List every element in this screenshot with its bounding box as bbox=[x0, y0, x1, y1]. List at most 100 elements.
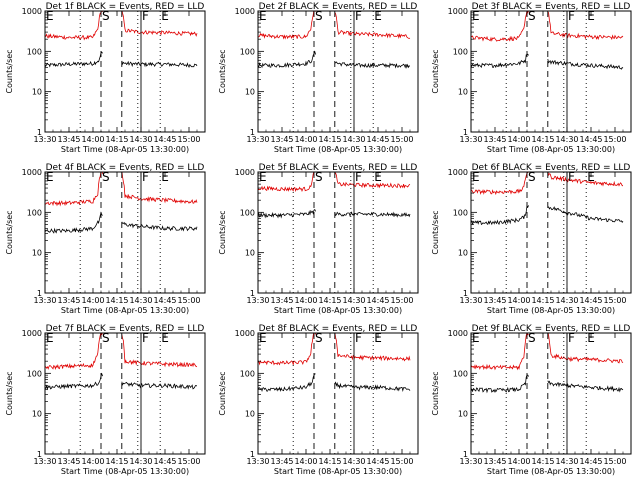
panel-title: Det 8f BLACK = Events, RED = LLD bbox=[259, 324, 418, 334]
y-tick-label: 10 bbox=[32, 249, 42, 258]
x-axis-label: Start Time (08-Apr-05 13:30:00) bbox=[274, 306, 402, 315]
marker-label: S bbox=[528, 331, 536, 345]
lld-series-line bbox=[258, 172, 411, 193]
y-axis-label: Counts/sec bbox=[218, 49, 227, 93]
marker-label: F bbox=[355, 9, 362, 23]
marker-label: S bbox=[315, 9, 323, 23]
x-tick-label: 14:30 bbox=[342, 296, 365, 305]
events-series-line bbox=[45, 211, 198, 234]
events-series-line bbox=[471, 204, 624, 226]
x-tick-label: 13:45 bbox=[57, 457, 80, 466]
lld-series-line bbox=[471, 172, 623, 196]
y-tick-label: 10 bbox=[32, 88, 42, 97]
marker-label: F bbox=[568, 331, 575, 345]
x-tick-label: 14:45 bbox=[153, 296, 176, 305]
y-tick-label: 10 bbox=[458, 410, 468, 419]
panel-title: Det 3f BLACK = Events, RED = LLD bbox=[472, 2, 631, 12]
marker-label: F bbox=[568, 9, 575, 23]
y-tick-label: 1 bbox=[250, 128, 255, 137]
y-tick-label: 1 bbox=[250, 450, 255, 459]
events-series-line bbox=[258, 373, 411, 393]
panel-title: Det 1f BLACK = Events, RED = LLD bbox=[46, 2, 205, 12]
x-tick-label: 15:00 bbox=[390, 296, 413, 305]
y-tick-label: 10 bbox=[245, 88, 255, 97]
events-series-line bbox=[471, 374, 624, 394]
marker-label: F bbox=[142, 170, 149, 184]
y-tick-label: 10 bbox=[245, 410, 255, 419]
x-tick-label: 13:45 bbox=[270, 135, 293, 144]
x-tick-label: 15:00 bbox=[603, 135, 626, 144]
y-tick-label: 1 bbox=[37, 128, 42, 137]
lld-series-line bbox=[258, 333, 411, 367]
x-tick-label: 14:15 bbox=[318, 135, 341, 144]
lld-series-line bbox=[45, 11, 198, 41]
x-axis-label: Start Time (08-Apr-05 13:30:00) bbox=[487, 145, 615, 154]
x-tick-label: 14:30 bbox=[129, 296, 152, 305]
panel-title: Det 2f BLACK = Events, RED = LLD bbox=[259, 2, 418, 12]
marker-label: E bbox=[46, 170, 54, 184]
x-axis-label: Start Time (08-Apr-05 13:30:00) bbox=[274, 145, 402, 154]
x-tick-label: 14:30 bbox=[129, 457, 152, 466]
x-tick-label: 14:30 bbox=[555, 457, 578, 466]
lld-series-line bbox=[471, 11, 624, 42]
x-tick-label: 14:30 bbox=[555, 135, 578, 144]
x-tick-label: 14:15 bbox=[531, 457, 554, 466]
y-tick-label: 1 bbox=[37, 450, 42, 459]
x-tick-label: 14:15 bbox=[105, 457, 128, 466]
x-tick-label: 14:00 bbox=[507, 135, 530, 144]
y-tick-label: 100 bbox=[453, 47, 468, 56]
x-tick-label: 15:00 bbox=[177, 457, 200, 466]
x-tick-label: 14:30 bbox=[129, 135, 152, 144]
y-tick-label: 1000 bbox=[22, 7, 42, 16]
y-tick-label: 10 bbox=[245, 249, 255, 258]
marker-label: F bbox=[568, 170, 575, 184]
y-tick-label: 1000 bbox=[235, 7, 255, 16]
events-series-line bbox=[471, 53, 624, 70]
y-tick-label: 1000 bbox=[235, 168, 255, 177]
y-tick-label: 10 bbox=[458, 249, 468, 258]
lld-series-line bbox=[45, 172, 198, 207]
events-series-line bbox=[45, 51, 198, 68]
y-axis-label: Counts/sec bbox=[218, 210, 227, 254]
x-tick-label: 14:15 bbox=[105, 135, 128, 144]
y-axis-label: Counts/sec bbox=[431, 210, 440, 254]
y-tick-label: 1 bbox=[463, 128, 468, 137]
x-tick-label: 14:30 bbox=[342, 457, 365, 466]
y-tick-label: 1000 bbox=[448, 329, 468, 338]
plot-frame bbox=[257, 171, 419, 294]
marker-label: E bbox=[472, 331, 480, 345]
x-tick-label: 13:45 bbox=[483, 296, 506, 305]
panel-title: Det 9f BLACK = Events, RED = LLD bbox=[472, 324, 631, 334]
x-tick-label: 13:45 bbox=[270, 457, 293, 466]
x-tick-label: 14:45 bbox=[366, 296, 389, 305]
x-tick-label: 14:30 bbox=[342, 135, 365, 144]
x-axis-label: Start Time (08-Apr-05 13:30:00) bbox=[487, 467, 615, 476]
x-tick-label: 13:45 bbox=[483, 457, 506, 466]
x-tick-label: 14:15 bbox=[318, 457, 341, 466]
y-tick-label: 100 bbox=[453, 369, 468, 378]
marker-label: S bbox=[102, 170, 110, 184]
plot-frame bbox=[470, 171, 632, 294]
x-tick-label: 15:00 bbox=[177, 135, 200, 144]
x-tick-label: 13:45 bbox=[483, 135, 506, 144]
x-tick-label: 13:45 bbox=[57, 296, 80, 305]
x-tick-label: 14:45 bbox=[153, 135, 176, 144]
x-tick-label: 14:15 bbox=[531, 296, 554, 305]
x-tick-label: 13:30 bbox=[33, 457, 56, 466]
x-tick-label: 13:30 bbox=[33, 296, 56, 305]
y-tick-label: 1000 bbox=[22, 168, 42, 177]
x-tick-label: 14:00 bbox=[294, 296, 317, 305]
x-tick-label: 14:45 bbox=[153, 457, 176, 466]
y-axis-label: Counts/sec bbox=[431, 49, 440, 93]
x-tick-label: 14:45 bbox=[366, 457, 389, 466]
y-tick-label: 10 bbox=[458, 88, 468, 97]
x-tick-label: 13:30 bbox=[459, 296, 482, 305]
marker-label: S bbox=[315, 170, 323, 184]
x-tick-label: 13:30 bbox=[33, 135, 56, 144]
panel-title: Det 4f BLACK = Events, RED = LLD bbox=[46, 163, 205, 173]
x-tick-label: 13:30 bbox=[459, 457, 482, 466]
